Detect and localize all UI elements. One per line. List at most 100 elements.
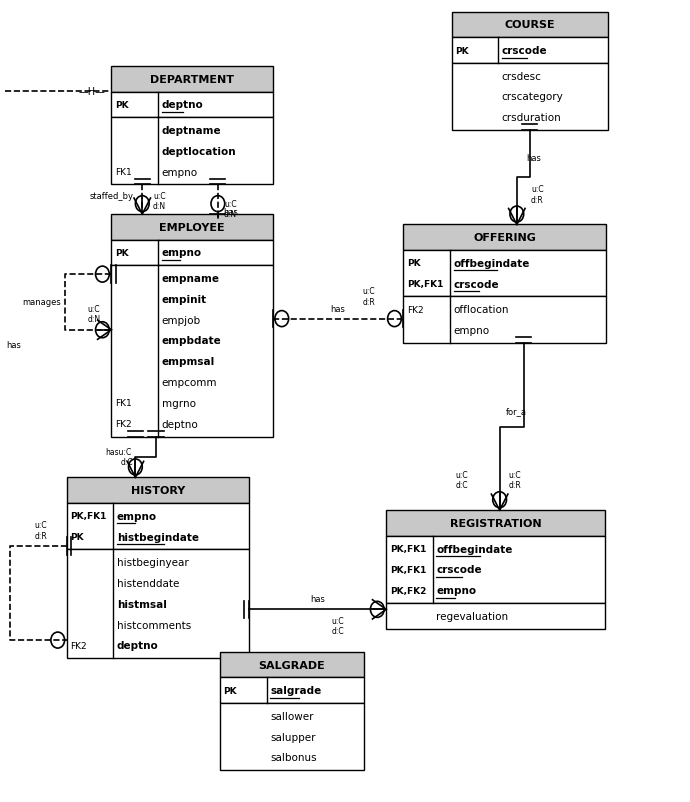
Text: PK,FK1: PK,FK1	[70, 512, 106, 520]
Text: REGISTRATION: REGISTRATION	[450, 518, 542, 529]
Text: sallower: sallower	[270, 711, 313, 721]
Text: crsdesc: crsdesc	[502, 71, 542, 82]
Text: empmsal: empmsal	[161, 357, 215, 367]
Text: d:C: d:C	[121, 457, 133, 466]
Text: for_a: for_a	[506, 407, 527, 415]
Text: crscategory: crscategory	[502, 92, 564, 103]
Text: PK: PK	[115, 249, 128, 257]
Text: histcomments: histcomments	[117, 620, 191, 630]
Text: mgrno: mgrno	[161, 399, 195, 408]
Text: empjob: empjob	[161, 315, 201, 326]
Text: histenddate: histenddate	[117, 578, 179, 588]
Text: crscode: crscode	[436, 565, 482, 574]
Text: regevaluation: regevaluation	[436, 611, 509, 621]
Text: empno: empno	[161, 168, 197, 177]
Bar	[220, 652, 364, 678]
Text: empinit: empinit	[161, 294, 206, 305]
Text: histbegindate: histbegindate	[117, 532, 199, 542]
Text: empname: empname	[161, 273, 219, 284]
Text: PK,FK1: PK,FK1	[390, 565, 426, 574]
Text: crscode: crscode	[502, 46, 547, 56]
Text: u:C
d:N: u:C d:N	[88, 305, 101, 324]
Bar	[67, 549, 249, 658]
Text: u:C
d:N: u:C d:N	[153, 192, 166, 211]
Text: manages: manages	[23, 298, 61, 307]
Text: has: has	[331, 304, 346, 314]
Text: histbeginyear: histbeginyear	[117, 557, 188, 568]
Text: crscode: crscode	[453, 279, 499, 290]
Text: deptname: deptname	[161, 126, 221, 136]
Text: FK2: FK2	[115, 419, 131, 429]
Text: deptlocation: deptlocation	[161, 147, 236, 156]
Text: has: has	[223, 208, 237, 217]
Text: PK: PK	[224, 686, 237, 695]
Text: empno: empno	[161, 248, 201, 258]
Text: has: has	[526, 153, 542, 163]
Text: has: has	[6, 341, 21, 350]
Text: has: has	[310, 595, 325, 604]
Text: salgrade: salgrade	[270, 686, 322, 695]
Text: staffed_by: staffed_by	[89, 192, 133, 200]
Bar	[111, 67, 273, 92]
Bar	[386, 536, 604, 603]
Bar	[386, 603, 604, 629]
Text: COURSE: COURSE	[504, 20, 555, 30]
Text: PK: PK	[407, 259, 420, 268]
Text: offbegindate: offbegindate	[436, 544, 513, 554]
Bar	[451, 13, 608, 38]
Text: empno: empno	[436, 585, 477, 595]
Text: empcomm: empcomm	[161, 378, 217, 387]
Bar	[386, 511, 604, 536]
Text: FK2: FK2	[407, 306, 424, 314]
Text: DEPARTMENT: DEPARTMENT	[150, 75, 234, 85]
Text: u:C
d:R: u:C d:R	[34, 520, 47, 540]
Text: histmsal: histmsal	[117, 599, 167, 609]
Text: HISTORY: HISTORY	[130, 485, 185, 496]
Bar	[220, 678, 364, 703]
Bar	[451, 63, 608, 131]
Text: u:C
d:C: u:C d:C	[455, 471, 468, 490]
Bar	[404, 297, 606, 343]
Bar	[111, 118, 273, 185]
Text: PK,FK2: PK,FK2	[390, 586, 426, 595]
Text: PK: PK	[70, 533, 83, 541]
Text: crsduration: crsduration	[502, 113, 562, 123]
Bar	[404, 225, 606, 251]
Text: PK: PK	[455, 47, 469, 55]
Text: FK1: FK1	[115, 168, 132, 177]
Bar	[111, 241, 273, 266]
Text: empbdate: empbdate	[161, 336, 221, 346]
Text: FK2: FK2	[70, 641, 87, 650]
Text: —H—: —H—	[79, 87, 106, 97]
Text: PK,FK1: PK,FK1	[407, 280, 443, 289]
Text: empno: empno	[117, 511, 157, 521]
Text: deptno: deptno	[117, 641, 159, 650]
Bar	[220, 703, 364, 770]
Text: u:C
d:R: u:C d:R	[531, 185, 544, 205]
Text: PK,FK1: PK,FK1	[390, 545, 426, 553]
Text: OFFERING: OFFERING	[473, 233, 536, 243]
Text: salupper: salupper	[270, 731, 315, 742]
Text: u:C
d:R: u:C d:R	[363, 287, 375, 306]
Text: hasu:C: hasu:C	[105, 448, 131, 456]
Bar	[111, 92, 273, 118]
Text: offlocation: offlocation	[453, 305, 509, 315]
Text: FK1: FK1	[115, 399, 132, 408]
Text: offbegindate: offbegindate	[453, 258, 530, 269]
Bar	[67, 478, 249, 504]
Text: PK: PK	[115, 101, 128, 110]
Bar	[111, 266, 273, 437]
Bar	[67, 504, 249, 549]
Text: deptno: deptno	[161, 100, 204, 111]
Bar	[451, 38, 608, 63]
Bar	[404, 251, 606, 297]
Text: u:C
d:N: u:C d:N	[224, 200, 237, 219]
Bar	[111, 215, 273, 241]
Text: SALGRADE: SALGRADE	[259, 660, 326, 670]
Text: EMPLOYEE: EMPLOYEE	[159, 223, 225, 233]
Text: deptno: deptno	[161, 419, 198, 429]
Text: u:C
d:C: u:C d:C	[332, 616, 344, 635]
Text: empno: empno	[453, 326, 490, 336]
Text: u:C
d:R: u:C d:R	[509, 471, 521, 490]
Text: salbonus: salbonus	[270, 752, 317, 763]
